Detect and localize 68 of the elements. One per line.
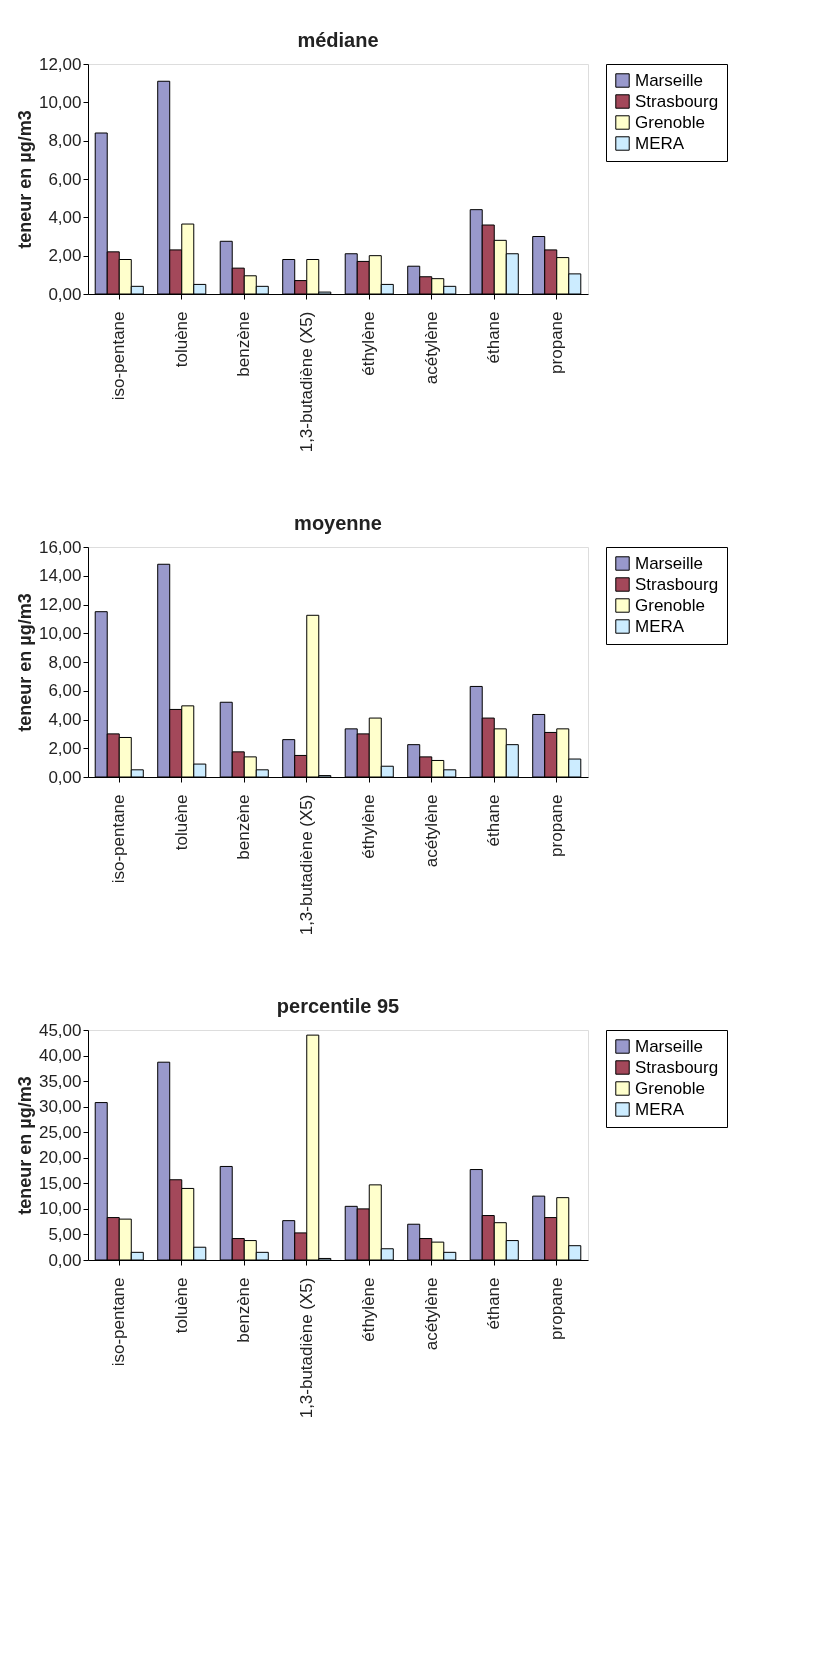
chart-title: médiane [297,29,379,51]
y-tick-label: 25,00 [38,1122,82,1142]
legend-label: Strasbourg [635,91,719,111]
y-tick-label: 45,00 [38,1020,82,1040]
y-tick-label: 0,00 [48,1250,82,1270]
y-tick-label: 40,00 [38,1046,82,1066]
x-tick-label: iso-pentane [109,1277,129,1367]
y-tick-label: 8,00 [48,131,82,151]
y-tick-label: 30,00 [38,1097,82,1117]
x-tick-label: 1,3-butadiène (X5) [296,311,316,453]
y-tick-label: 6,00 [48,681,82,701]
y-tick-label: 10,00 [38,92,82,112]
legend-label: Grenoble [635,112,705,132]
chart-title: moyenne [294,512,382,534]
x-tick-label: benzène [234,1277,254,1343]
y-tick-label: 16,00 [38,537,82,557]
x-tick-label: acétylène [421,1277,441,1351]
y-tick-label: 8,00 [48,652,82,672]
legend-label: Marseille [635,70,704,90]
y-tick-label: 10,00 [38,623,82,643]
y-tick-label: 10,00 [38,1199,82,1219]
legend-label: MERA [635,1099,685,1119]
legend-label: Grenoble [635,1078,705,1098]
legend-label: Marseille [635,1036,704,1056]
y-tick-label: 35,00 [38,1071,82,1091]
y-tick-label: 0,00 [48,767,82,787]
y-tick-label: 4,00 [48,207,82,227]
x-tick-label: éthylène [359,311,379,376]
legend-label: Strasbourg [635,1057,719,1077]
legend-label: MERA [635,133,685,153]
x-tick-label: 1,3-butadiène (X5) [296,1277,316,1419]
x-tick-label: éthane [484,1277,504,1330]
chart-title: percentile 95 [276,995,400,1017]
y-tick-label: 12,00 [38,595,82,614]
y-tick-label: 4,00 [48,710,82,729]
x-tick-label: iso-pentane [109,794,129,884]
legend-label: Marseille [635,553,704,573]
x-tick-label: éthane [484,311,504,364]
x-tick-label: propane [546,311,566,374]
y-tick-label: 2,00 [48,738,82,758]
x-tick-label: acétylène [421,311,441,385]
y-tick-label: 0,00 [48,284,82,304]
x-tick-label: benzène [234,794,254,860]
x-tick-label: iso-pentane [109,311,129,401]
x-tick-label: toluène [171,1277,191,1334]
x-tick-label: toluène [171,311,191,368]
y-axis-title: teneur en µg/m3 [14,593,35,732]
y-tick-label: 6,00 [48,169,82,189]
y-tick-label: 12,00 [38,54,82,74]
x-tick-label: éthylène [359,794,379,859]
legend-label: Grenoble [635,595,705,615]
x-tick-label: propane [546,794,566,857]
x-tick-label: éthylène [359,1277,379,1342]
y-tick-label: 2,00 [48,246,82,266]
x-tick-label: benzène [234,311,254,377]
x-tick-label: éthane [484,794,504,847]
legend-label: Strasbourg [635,574,719,594]
x-tick-label: toluène [171,794,191,851]
y-tick-label: 20,00 [38,1148,82,1168]
y-tick-label: 15,00 [38,1173,82,1193]
y-axis-title: teneur en µg/m3 [14,110,35,249]
y-tick-label: 14,00 [38,566,82,586]
x-tick-label: 1,3-butadiène (X5) [296,794,316,936]
y-axis-title: teneur en µg/m3 [14,1076,35,1215]
x-tick-label: acétylène [421,794,441,868]
y-tick-label: 5,00 [48,1224,82,1244]
x-tick-label: propane [546,1277,566,1340]
legend-label: MERA [635,616,685,636]
